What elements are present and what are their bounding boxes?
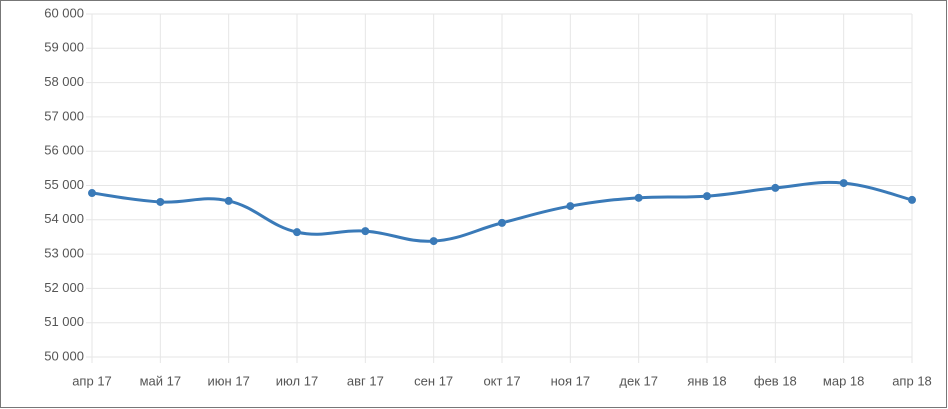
y-tick-label: 55 000	[44, 177, 84, 192]
y-tick-label: 53 000	[44, 246, 84, 261]
y-tick-label: 52 000	[44, 280, 84, 295]
y-tick-label: 54 000	[44, 211, 84, 226]
point	[566, 202, 575, 211]
point	[908, 195, 916, 204]
x-tick-label: окт 17	[483, 373, 520, 388]
x-tick-label: июн 17	[208, 373, 250, 388]
y-tick-label: 56 000	[44, 143, 84, 158]
point	[634, 193, 643, 202]
x-tick-label: ноя 17	[551, 373, 591, 388]
point	[429, 237, 438, 246]
y-tick-label: 59 000	[44, 40, 84, 55]
y-tick-label: 50 000	[44, 348, 84, 363]
y-tick-label: 51 000	[44, 314, 84, 329]
x-tick-label: июл 17	[276, 373, 318, 388]
point	[224, 196, 233, 205]
point	[293, 228, 301, 237]
x-tick-label: фев 18	[754, 373, 797, 388]
point	[771, 183, 780, 192]
point	[703, 192, 711, 201]
point	[156, 197, 165, 206]
x-tick-label: сен 17	[414, 373, 453, 388]
point	[361, 227, 370, 236]
x-tick-label: дек 17	[619, 373, 658, 388]
point	[498, 218, 506, 227]
y-tick-label: 60 000	[44, 5, 84, 20]
x-tick-label: мар 18	[823, 373, 864, 388]
x-tick-label: янв 18	[687, 373, 726, 388]
point	[839, 179, 848, 188]
point	[88, 189, 96, 198]
x-tick-label: авг 17	[347, 373, 384, 388]
x-tick-label: май 17	[140, 373, 182, 388]
x-tick-label: апр 18	[892, 373, 932, 388]
y-tick-label: 58 000	[44, 74, 84, 89]
x-tick-label: апр 17	[72, 373, 112, 388]
y-tick-label: 57 000	[44, 108, 84, 123]
